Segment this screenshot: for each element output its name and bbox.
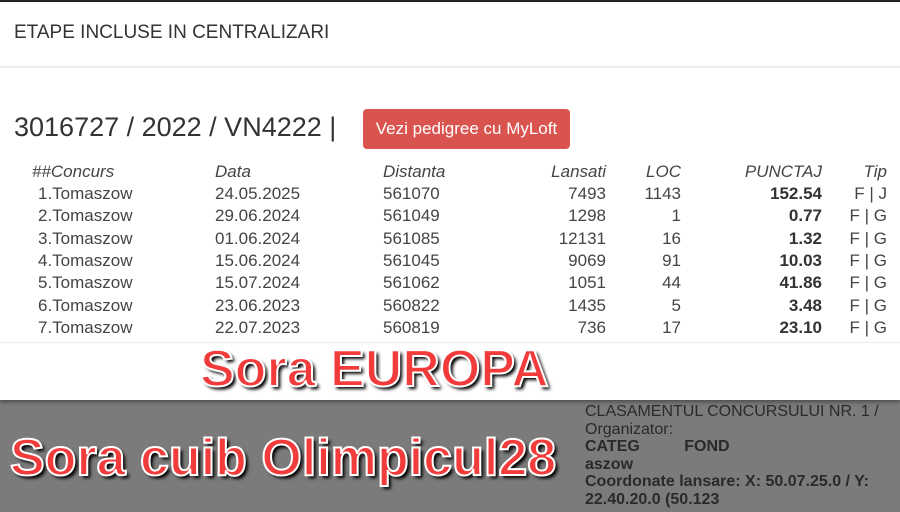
- cell-lansati: 1051: [568, 273, 606, 293]
- cell-distanta: 560819: [383, 317, 440, 337]
- cell-loc: 5: [671, 295, 681, 315]
- column-header-tip: Tip: [863, 162, 887, 181]
- cell-loc: 91: [662, 250, 681, 270]
- cell-punctaj: 10.03: [779, 250, 822, 270]
- cell-loc: 17: [662, 317, 681, 337]
- background-location: aszow: [585, 455, 634, 473]
- cell-punctaj: 152.54: [770, 184, 822, 203]
- cell-concurs: 2.Tomaszow: [38, 206, 133, 226]
- background-ranking-title: CLASAMENTUL CONCURSULUI NR. 1 / Organiza…: [585, 403, 879, 438]
- column-header-concurs: ##Concurs: [32, 162, 115, 181]
- cell-concurs: 3.Tomaszow: [38, 228, 133, 248]
- column-header-distanta: Distanta: [383, 162, 446, 181]
- column-header-punctaj: PUNCTAJ: [744, 162, 822, 181]
- cell-tip: F | G: [849, 295, 887, 315]
- cell-data: 24.05.2025: [215, 184, 301, 203]
- cell-lansati: 9069: [568, 250, 606, 270]
- background-ranking-panel: CLASAMENTUL CONCURSULUI NR. 1 / Organiza…: [585, 403, 895, 508]
- cell-distanta: 561070: [383, 184, 440, 203]
- cell-loc: 44: [662, 273, 681, 293]
- cell-distanta: 561049: [383, 206, 440, 226]
- cell-data: 01.06.2024: [215, 228, 301, 248]
- cell-data: 23.06.2023: [215, 295, 301, 315]
- cell-distanta: 561085: [383, 228, 440, 248]
- background-coordinates: Coordonate lansare: X: 50.07.25.0 / Y: 2…: [585, 473, 869, 508]
- divider: [0, 342, 900, 343]
- cell-concurs: 6.Tomaszow: [38, 295, 133, 315]
- cell-tip: F | J: [854, 184, 887, 203]
- cell-lansati: 7493: [568, 184, 606, 203]
- pedigree-myloft-button[interactable]: Vezi pedigree cu MyLoft: [363, 109, 570, 149]
- cell-data: 15.07.2024: [215, 273, 301, 293]
- column-header-loc: LOC: [646, 162, 681, 181]
- cell-tip: F | G: [849, 273, 887, 293]
- cell-punctaj: 0.77: [788, 206, 822, 226]
- cell-lansati: 736: [577, 317, 606, 337]
- cell-lansati: 12131: [558, 228, 606, 248]
- cell-concurs: 5.Tomaszow: [38, 273, 133, 293]
- cell-concurs: 7.Tomaszow: [38, 317, 133, 337]
- cell-loc: 1143: [644, 184, 681, 203]
- cell-data: 22.07.2023: [215, 317, 301, 337]
- cell-distanta: 561045: [383, 250, 440, 270]
- cell-concurs: 1.Tomaszow: [38, 184, 133, 203]
- column-header-lansati: Lansati: [551, 162, 606, 181]
- cell-punctaj: 23.10: [779, 317, 822, 337]
- cell-distanta: 560822: [383, 295, 440, 315]
- cell-distanta: 561062: [383, 273, 440, 293]
- cell-tip: F | G: [849, 228, 887, 248]
- stages-modal: ETAPE INCLUSE IN CENTRALIZARI 3016727 / …: [0, 2, 900, 400]
- column-header-data: Data: [215, 162, 251, 181]
- cell-tip: F | G: [849, 250, 887, 270]
- cell-loc: 1: [671, 206, 681, 226]
- background-category: CATEG FOND: [585, 438, 730, 455]
- modal-title: ETAPE INCLUSE IN CENTRALIZARI: [14, 22, 330, 43]
- cell-tip: F | G: [849, 317, 887, 337]
- cell-concurs: 4.Tomaszow: [38, 250, 133, 270]
- cell-lansati: 1435: [568, 295, 606, 315]
- cell-punctaj: 1.32: [788, 228, 822, 248]
- cell-data: 29.06.2024: [215, 206, 301, 226]
- cell-lansati: 1298: [568, 206, 606, 226]
- cell-punctaj: 3.48: [788, 295, 822, 315]
- overlay-caption-olimpicul: Sora cuib Olimpicul28: [9, 428, 557, 487]
- pigeon-identifier: 3016727 / 2022 / VN4222 |: [14, 112, 337, 142]
- overlay-caption-europa: Sora EUROPA: [199, 339, 550, 398]
- cell-loc: 16: [662, 228, 681, 248]
- cell-punctaj: 41.86: [779, 273, 822, 293]
- cell-tip: F | G: [849, 206, 887, 226]
- top-border: [0, 0, 900, 2]
- modal-header: ETAPE INCLUSE IN CENTRALIZARI: [0, 2, 900, 68]
- cell-data: 15.06.2024: [215, 250, 301, 270]
